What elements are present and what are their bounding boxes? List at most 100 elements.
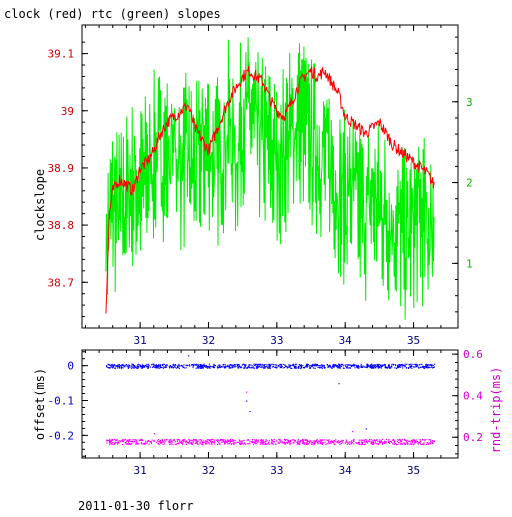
offset-point <box>172 367 174 369</box>
roundtrip-point <box>241 440 243 442</box>
offset-point <box>260 364 262 366</box>
roundtrip-point <box>335 439 337 441</box>
offset-point <box>255 365 257 367</box>
offset-point <box>399 364 401 367</box>
roundtrip-point <box>177 439 179 441</box>
roundtrip-point <box>116 439 118 441</box>
offset-point <box>202 367 204 369</box>
roundtrip-point <box>433 440 435 442</box>
roundtrip-point <box>209 443 211 445</box>
roundtrip-point <box>111 439 113 441</box>
roundtrip-point <box>400 443 402 445</box>
offset-point <box>351 365 353 368</box>
roundtrip-point <box>370 442 372 444</box>
roundtrip-point <box>224 442 226 444</box>
offset-point <box>117 365 119 367</box>
roundtrip-point <box>186 442 188 444</box>
offset-point <box>418 366 420 368</box>
offset-point <box>418 364 420 366</box>
offset-point <box>208 367 210 369</box>
offset-point <box>375 365 377 367</box>
roundtrip-point <box>355 442 357 444</box>
roundtrip-point <box>384 441 386 443</box>
roundtrip-point <box>396 443 398 446</box>
roundtrip-point <box>298 442 300 444</box>
offset-point <box>341 363 343 365</box>
offset-point <box>219 364 221 366</box>
offset-point <box>432 367 434 369</box>
offset-point <box>200 366 202 368</box>
roundtrip-point <box>253 442 255 444</box>
roundtrip-point <box>324 441 326 443</box>
top-plot-frame <box>81 24 459 329</box>
roundtrip-outlier-point <box>153 433 155 435</box>
roundtrip-point <box>181 442 183 444</box>
offset-point <box>349 365 351 367</box>
offset-point <box>431 364 433 366</box>
roundtrip-point <box>227 440 229 443</box>
offset-point <box>303 367 305 369</box>
roundtrip-point <box>404 443 406 446</box>
top-x-tick-label: 32 <box>202 334 215 347</box>
offset-point <box>379 366 381 368</box>
offset-point <box>116 367 119 369</box>
offset-point <box>151 366 154 368</box>
roundtrip-point <box>163 441 165 443</box>
roundtrip-point <box>240 442 242 444</box>
roundtrip-point <box>265 440 267 442</box>
offset-point <box>247 365 249 367</box>
offset-point <box>299 365 301 367</box>
offset-point <box>192 365 195 367</box>
offset-point <box>189 365 191 367</box>
roundtrip-point <box>164 440 166 442</box>
roundtrip-point <box>110 439 112 441</box>
offset-point <box>200 365 202 367</box>
roundtrip-point <box>418 441 420 443</box>
roundtrip-point <box>164 443 166 445</box>
roundtrip-point <box>274 441 276 443</box>
roundtrip-point <box>252 441 254 443</box>
roundtrip-point <box>203 441 205 443</box>
offset-point <box>264 366 267 368</box>
roundtrip-point <box>226 441 228 443</box>
roundtrip-point <box>121 439 123 441</box>
roundtrip-point <box>214 440 216 442</box>
roundtrip-point <box>174 441 176 443</box>
roundtrip-point <box>307 440 309 442</box>
roundtrip-point <box>159 440 161 442</box>
offset-point <box>262 367 264 369</box>
offset-point <box>398 364 400 366</box>
offset-point <box>372 367 374 369</box>
offset-point <box>220 366 222 368</box>
roundtrip-point <box>199 441 201 443</box>
roundtrip-point <box>266 440 268 442</box>
roundtrip-point <box>160 442 163 444</box>
offset-point <box>309 365 311 367</box>
offset-point <box>159 364 161 367</box>
offset-outlier-point <box>187 355 190 357</box>
roundtrip-point <box>244 442 246 444</box>
roundtrip-point <box>308 440 310 443</box>
offset-point <box>360 366 362 368</box>
offset-point <box>121 366 123 368</box>
offset-point <box>338 363 340 366</box>
roundtrip-point <box>168 441 170 444</box>
roundtrip-outlier-point <box>352 431 354 433</box>
top-y-right-tick-label: 1 <box>466 257 473 270</box>
roundtrip-point <box>237 441 240 443</box>
roundtrip-point <box>320 442 322 444</box>
roundtrip-point <box>132 439 134 441</box>
roundtrip-point <box>180 440 182 442</box>
roundtrip-point <box>369 439 371 441</box>
offset-point <box>288 366 290 368</box>
roundtrip-point <box>270 441 272 443</box>
roundtrip-point <box>255 439 257 441</box>
offset-point <box>336 364 338 367</box>
roundtrip-point <box>279 439 281 441</box>
roundtrip-point <box>371 441 374 443</box>
roundtrip-point <box>181 439 184 442</box>
offset-point <box>419 364 421 366</box>
roundtrip-point <box>126 443 128 445</box>
offset-point <box>268 364 270 366</box>
offset-point <box>300 364 302 366</box>
